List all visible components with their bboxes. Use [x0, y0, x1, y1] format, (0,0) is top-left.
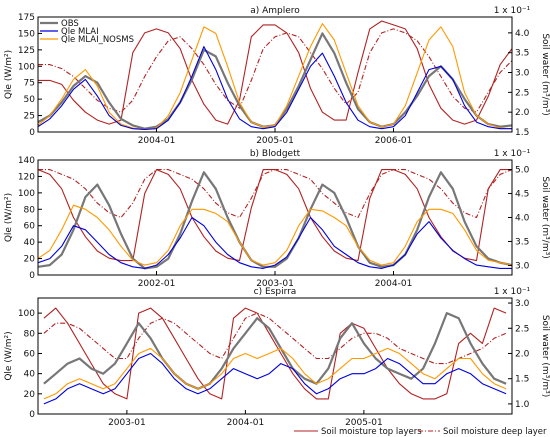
panel-3: c) Espirra 0 20 40 60 80 100 1.0 1.5 2.0 2.5 3.0 200…: [4, 287, 550, 428]
panel-2: b) Blodgett 0 20 40 60 80 100 120 140 3.0 3.5 4.0 4.…: [4, 149, 550, 289]
y2-multiplier: 1 x 10⁻¹: [494, 149, 531, 159]
y-tick-label: 0: [29, 271, 35, 281]
y2-tick-label: 4.5: [515, 190, 529, 200]
panel-title: a) Amplero: [250, 6, 300, 16]
x-tick-label: 2004-01: [375, 279, 413, 289]
y-tick-label: 60: [24, 222, 36, 232]
panels: a) Amplero 0 25 50 75 100 125 150 175 1.5 2.0 2.5 3.…: [4, 6, 550, 428]
panel-title: c) Espirra: [254, 287, 297, 297]
y2-axis-label: Soil water (m³/m³): [540, 33, 550, 115]
series-line-obs: [38, 171, 512, 270]
bottom-legend: Soil moisture top layers Soil moisture d…: [294, 427, 547, 437]
y2-tick-label: 4.0: [515, 29, 530, 39]
series-line-qle-mlai-nosms: [38, 23, 512, 130]
series-line-qle-mlai-nosms: [43, 347, 507, 400]
y-tick-label: 100: [18, 189, 35, 199]
x-tick-label: 2006-01: [375, 136, 413, 146]
y2-tick-label: 3.5: [515, 237, 529, 247]
y2-tick-label: 1.0: [515, 400, 530, 410]
y2-multiplier: 1 x 10⁻¹: [494, 6, 531, 16]
y2-tick-label: 2.0: [515, 108, 530, 118]
y-tick-label: 80: [24, 205, 36, 215]
y-tick-label: 80: [24, 329, 36, 339]
series-line-soil-moisture-deep-layer: [38, 169, 512, 219]
series-line-soil-moisture-deep-layer: [43, 312, 507, 365]
y2-tick-label: 2.0: [515, 349, 530, 359]
plot-frame: [37, 297, 513, 415]
x-tick-label: 2002-01: [138, 279, 176, 289]
y-tick-label: 40: [24, 238, 36, 248]
series-line-qle-mlai: [43, 352, 507, 405]
series-line-obs: [38, 32, 512, 130]
series-line-obs: [43, 312, 507, 390]
panel-1: a) Amplero 0 25 50 75 100 125 150 175 1.5 2.0 2.5 3.…: [4, 6, 550, 146]
y2-tick-label: 1.5: [515, 128, 529, 138]
series-line-qle-mlai: [38, 216, 512, 269]
x-tick-label: 2004-01: [227, 418, 265, 428]
legend-label: Qle MLAI_NOSMS: [61, 35, 134, 45]
y-tick-label: 75: [24, 79, 35, 89]
y-tick-label: 175: [18, 13, 35, 23]
y2-tick-label: 3.0: [515, 299, 530, 309]
x-tick-label: 2005-01: [256, 136, 294, 146]
y2-tick-label: 2.5: [515, 88, 529, 98]
panel-title: b) Blodgett: [250, 149, 301, 159]
legend-top-label: Soil moisture top layers: [321, 427, 422, 437]
y-tick-label: 140: [18, 156, 35, 166]
y2-multiplier: 1 x 10⁻¹: [494, 287, 531, 297]
plot-area: [38, 169, 512, 270]
y-tick-label: 125: [18, 46, 35, 56]
y2-axis-label: Soil water (m³/m³): [540, 315, 550, 397]
x-tick-label: 2003-01: [108, 418, 146, 428]
y-tick-label: 50: [24, 95, 36, 105]
legend-deep-label: Soil moisture deep layer: [443, 427, 547, 437]
y-axis-label: Qle (W/m²): [4, 50, 14, 99]
y2-axis-label: Soil water (m³/m³): [540, 176, 550, 258]
y-tick-label: 60: [24, 349, 36, 359]
y2-tick-label: 5.0: [515, 166, 530, 176]
y-tick-label: 0: [29, 128, 35, 138]
y2-tick-label: 3.0: [515, 69, 530, 79]
y2-tick-label: 1.5: [515, 375, 529, 385]
y-tick-label: 25: [24, 112, 35, 122]
plot-area: [38, 20, 512, 130]
y2-tick-label: 3.0: [515, 261, 530, 271]
series-line-qle-mlai: [38, 46, 512, 130]
series-line-soil-moisture-deep-layer: [38, 28, 512, 113]
series-line-soil-moisture-top-layers: [38, 169, 512, 262]
y-tick-label: 40: [24, 370, 36, 380]
y-tick-label: 0: [29, 410, 35, 420]
y2-tick-label: 2.5: [515, 324, 529, 334]
y-tick-label: 120: [18, 172, 35, 182]
x-tick-label: 2005-01: [345, 418, 383, 428]
series-line-qle-mlai-nosms: [38, 204, 512, 266]
x-tick-label: 2004-01: [138, 136, 176, 146]
y-tick-label: 150: [18, 29, 35, 39]
y-tick-label: 100: [18, 62, 35, 72]
y-tick-label: 100: [18, 309, 35, 319]
y-axis-label: Qle (W/m²): [4, 331, 14, 380]
series-line-soil-moisture-top-layers: [43, 307, 507, 400]
y-tick-label: 20: [24, 390, 36, 400]
y2-tick-label: 3.5: [515, 49, 529, 59]
plot-area: [43, 307, 507, 405]
x-tick-label: 2003-01: [256, 279, 294, 289]
y-tick-label: 20: [24, 255, 36, 265]
legend-label: OBS: [61, 19, 79, 29]
y-axis-label: Qle (W/m²): [4, 193, 14, 242]
legend-label: Qle MLAI: [61, 27, 99, 37]
y2-tick-label: 4.0: [515, 214, 530, 224]
